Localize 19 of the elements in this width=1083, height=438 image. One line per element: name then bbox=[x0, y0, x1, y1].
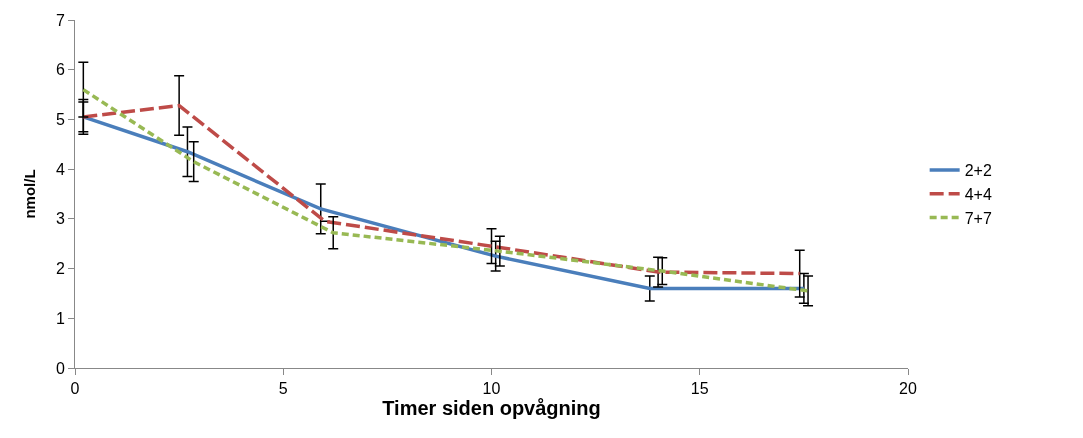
y-tick-label: 1 bbox=[55, 309, 65, 327]
y-axis-title: nmol/L bbox=[21, 169, 38, 219]
x-tick-label: 10 bbox=[482, 380, 501, 398]
legend-label: 7+7 bbox=[964, 209, 992, 227]
y-tick-label: 3 bbox=[55, 210, 65, 228]
y-tick-label: 2 bbox=[55, 260, 65, 278]
legend-label: 4+4 bbox=[964, 185, 992, 203]
y-tick-label: 5 bbox=[55, 111, 65, 129]
y-tick-label: 7 bbox=[55, 11, 65, 29]
y-tick-label: 6 bbox=[55, 61, 65, 79]
x-tick-label: 20 bbox=[899, 380, 917, 398]
x-tick-label: 15 bbox=[690, 380, 709, 398]
y-tick-label: 4 bbox=[55, 160, 65, 178]
line-series bbox=[81, 87, 810, 293]
legend-label: 2+2 bbox=[964, 162, 992, 180]
x-tick-label: 0 bbox=[70, 380, 80, 398]
y-tick-label: 0 bbox=[55, 359, 65, 377]
x-tick-label: 5 bbox=[278, 380, 288, 398]
x-axis-title: Timer siden opvågning bbox=[382, 397, 601, 420]
